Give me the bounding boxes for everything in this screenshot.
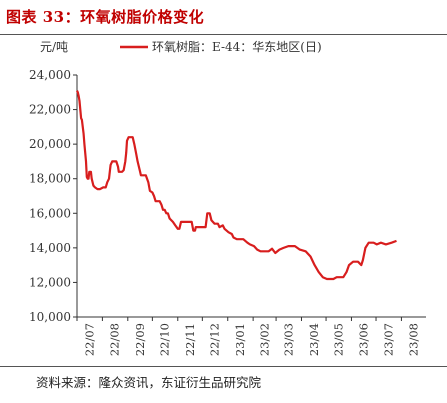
series-line-epoxy-price xyxy=(76,90,397,281)
y-tick-label: 12,000 xyxy=(29,275,71,289)
y-tick-label: 10,000 xyxy=(29,310,71,324)
y-axis: 10,000 12,000 14,000 16,000 18,000 20,000 22,0… xyxy=(29,68,78,324)
y-axis-unit-label: 元/吨 xyxy=(40,40,68,54)
plot-area xyxy=(76,90,397,281)
x-tick-label: 23/03 xyxy=(281,323,295,356)
top-rule xyxy=(0,34,447,35)
x-tick-label: 23/05 xyxy=(331,323,345,356)
x-tick-label: 22/12 xyxy=(208,323,222,356)
y-tick-label: 24,000 xyxy=(29,68,71,82)
x-tick-label: 23/07 xyxy=(381,323,395,356)
x-tick-label: 23/04 xyxy=(307,323,321,356)
x-tick-label: 23/02 xyxy=(258,323,272,356)
x-tick-label: 22/09 xyxy=(133,323,147,356)
source-note: 资料来源：隆众资讯，东证衍生品研究院 xyxy=(36,375,262,390)
y-tick-label: 14,000 xyxy=(29,241,71,255)
legend: 环氧树脂：E-44：华东地区(日) xyxy=(120,39,322,54)
y-tick-label: 18,000 xyxy=(29,172,71,186)
x-tick-label: 22/07 xyxy=(82,323,96,356)
x-tick-label: 23/06 xyxy=(357,323,371,356)
y-tick-label: 16,000 xyxy=(29,206,71,220)
x-tick-label: 23/08 xyxy=(407,323,421,356)
x-tick-label: 22/10 xyxy=(158,323,172,356)
x-tick-label: 22/11 xyxy=(183,323,197,356)
figure-title: 图表 33：环氧树脂价格变化 xyxy=(6,8,205,26)
x-tick-label: 23/01 xyxy=(233,323,247,356)
x-axis: 22/07 22/08 22/09 22/10 22/11 22/12 23/01 23/02… xyxy=(76,316,426,356)
bottom-rule xyxy=(0,366,447,367)
legend-label: 环氧树脂：E-44：华东地区(日) xyxy=(152,39,322,54)
y-tick-label: 20,000 xyxy=(29,137,71,151)
x-tick-label: 22/08 xyxy=(108,323,122,356)
line-chart: 元/吨 环氧树脂：E-44：华东地区(日) 10,000 12,000 14,000… xyxy=(29,39,426,356)
y-tick-label: 22,000 xyxy=(29,103,71,117)
